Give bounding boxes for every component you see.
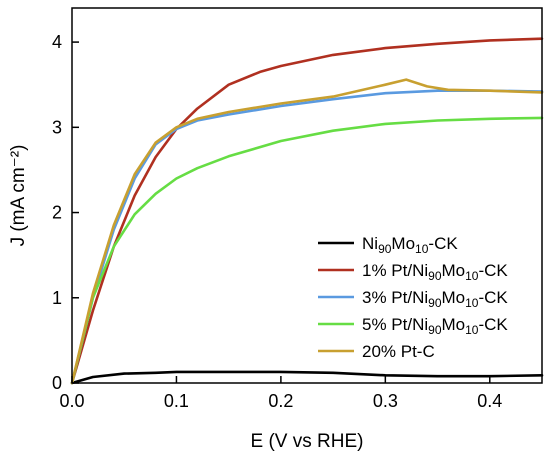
y-axis-title: J (mA cm⁻²): [8, 145, 29, 247]
legend-entry: Ni90Mo10-CK: [362, 234, 458, 256]
plot-lines: [70, 37, 544, 385]
x-tick-label: 0.0: [59, 391, 84, 411]
legend-entry: 1% Pt/Ni90Mo10-CK: [362, 261, 508, 283]
y-tick-label: 0: [52, 373, 62, 393]
x-tick-label: 0.4: [477, 391, 502, 411]
x-tick-label: 0.3: [373, 391, 398, 411]
series-line-5: [70, 78, 544, 385]
y-tick-label: 3: [52, 117, 62, 137]
x-axis-ticks: 0.0 0.1 0.2 0.3 0.4: [59, 376, 502, 411]
x-axis-title: E (V vs RHE): [251, 431, 364, 452]
y-axis-ticks: 0 1 2 3 4: [52, 32, 79, 393]
x-tick-label: 0.2: [268, 391, 293, 411]
legend-entry: 5% Pt/Ni90Mo10-CK: [362, 315, 508, 337]
series-line-2: [70, 37, 544, 385]
x-tick-label: 0.1: [164, 391, 189, 411]
legend: Ni90Mo10-CK 1% Pt/Ni90Mo10-CK 3% Pt/Ni90Mo…: [318, 234, 508, 361]
y-tick-label: 4: [52, 32, 62, 52]
y-tick-label: 2: [52, 203, 62, 223]
series-line-4: [70, 116, 544, 385]
series-line-1: [70, 370, 544, 385]
y-tick-label: 1: [52, 288, 62, 308]
series-line-3: [70, 89, 544, 385]
plot-frame: [71, 7, 543, 384]
legend-entry: 3% Pt/Ni90Mo10-CK: [362, 288, 508, 310]
legend-entry: 20% Pt-C: [362, 342, 435, 361]
